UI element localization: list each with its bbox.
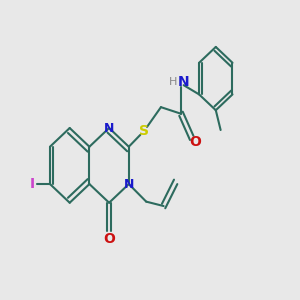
Text: I: I <box>30 177 35 191</box>
Text: O: O <box>189 135 201 149</box>
Text: N: N <box>124 178 134 190</box>
Text: N: N <box>104 122 114 134</box>
Text: S: S <box>139 124 148 138</box>
Text: N: N <box>177 75 189 89</box>
Text: H: H <box>169 77 178 87</box>
Text: O: O <box>103 232 115 246</box>
